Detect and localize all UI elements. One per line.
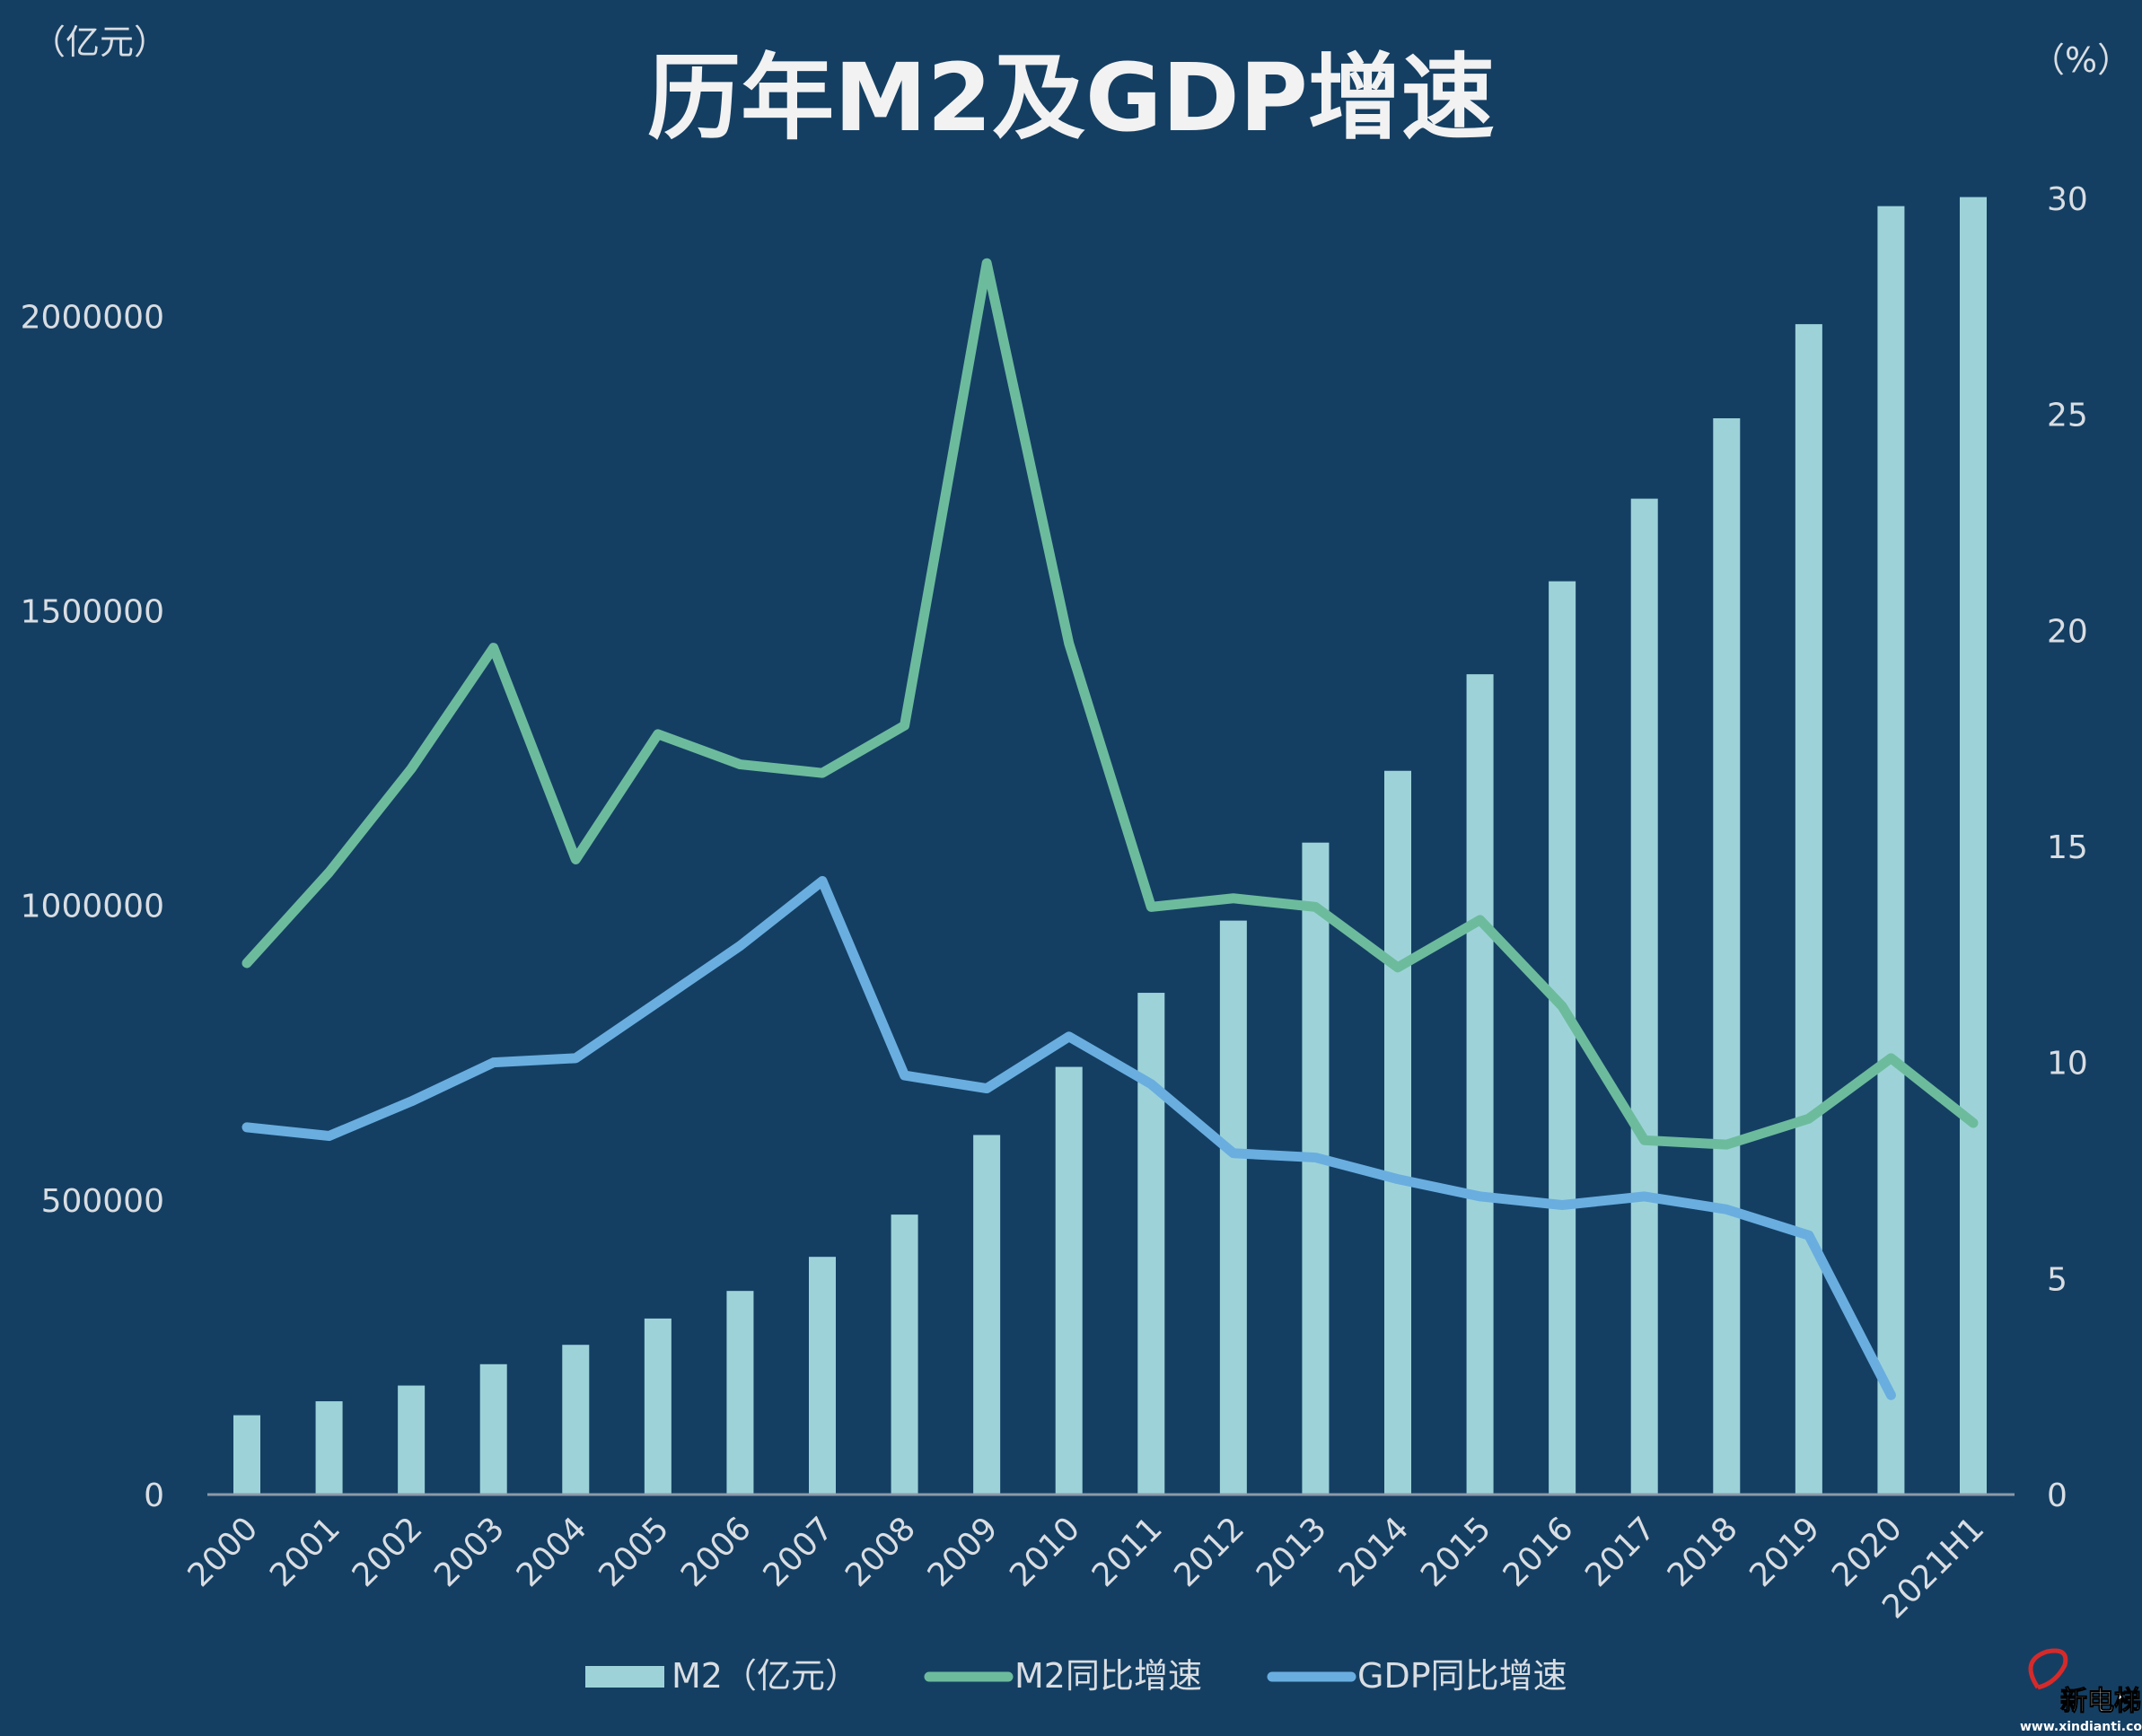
line-gdp-growth bbox=[241, 876, 1896, 1400]
bar-m2-2018 bbox=[1713, 417, 1741, 1495]
left-tick-label: 0 bbox=[144, 1477, 164, 1514]
line-m2-growth bbox=[241, 258, 1979, 1150]
bar-m2-2010 bbox=[1055, 1066, 1083, 1495]
legend-label-gdp-growth: GDP同比增速 bbox=[1357, 1656, 1567, 1696]
legend-swatch-m2 bbox=[585, 1666, 664, 1688]
bar-m2-2004 bbox=[562, 1345, 590, 1495]
right-tick-label: 20 bbox=[2047, 613, 2088, 650]
bar-m2-2005 bbox=[644, 1318, 672, 1495]
bar-m2-2019 bbox=[1795, 324, 1822, 1495]
bar-m2-2008 bbox=[891, 1214, 918, 1495]
bar-m2-2003 bbox=[479, 1363, 507, 1495]
bar-m2-2006 bbox=[726, 1291, 754, 1495]
bar-m2-2007 bbox=[809, 1257, 836, 1495]
bar-m2-2012 bbox=[1219, 920, 1247, 1495]
right-tick-label: 0 bbox=[2047, 1477, 2067, 1514]
bar-m2-2015 bbox=[1466, 674, 1494, 1495]
bar-m2-2020 bbox=[1877, 206, 1905, 1495]
bar-m2-2017 bbox=[1630, 498, 1658, 1495]
right-axis-unit: （%） bbox=[2031, 40, 2131, 80]
bar-m2-2013 bbox=[1302, 842, 1330, 1495]
watermark-logo: 新电梯 www.xindianti.com bbox=[2020, 1648, 2142, 1734]
right-tick-label: 30 bbox=[2047, 181, 2088, 218]
bar-m2-2021H1 bbox=[1960, 197, 1987, 1495]
bar-m2-2002 bbox=[398, 1385, 426, 1495]
bar-m2-2000 bbox=[233, 1415, 260, 1495]
bar-m2-2014 bbox=[1384, 770, 1411, 1495]
legend-label-m2-growth: M2同比增速 bbox=[1014, 1656, 1202, 1696]
bar-m2-2011 bbox=[1137, 993, 1165, 1495]
svg-text:www.xindianti.com: www.xindianti.com bbox=[2020, 1720, 2142, 1734]
right-tick-label: 25 bbox=[2047, 398, 2088, 434]
legend-label-m2: M2（亿元） bbox=[672, 1656, 859, 1696]
bar-m2-2001 bbox=[315, 1401, 343, 1495]
right-tick-label: 15 bbox=[2047, 829, 2088, 866]
right-tick-label: 5 bbox=[2047, 1261, 2067, 1298]
left-tick-label: 2000000 bbox=[21, 299, 164, 336]
left-axis-unit: （亿元） bbox=[31, 22, 168, 62]
legend: M2（亿元） M2同比增速 GDP同比增速 bbox=[585, 1656, 1567, 1696]
left-tick-label: 1500000 bbox=[21, 593, 164, 630]
bar-m2-2016 bbox=[1549, 581, 1576, 1495]
bar-m2-2009 bbox=[973, 1135, 1001, 1495]
left-tick-label: 1000000 bbox=[21, 889, 164, 925]
right-tick-label: 10 bbox=[2047, 1046, 2088, 1083]
chart-title: 历年M2及GDP增速 bbox=[647, 43, 1495, 153]
left-tick-label: 500000 bbox=[41, 1183, 164, 1220]
svg-text:新电梯: 新电梯 bbox=[2060, 1686, 2141, 1717]
